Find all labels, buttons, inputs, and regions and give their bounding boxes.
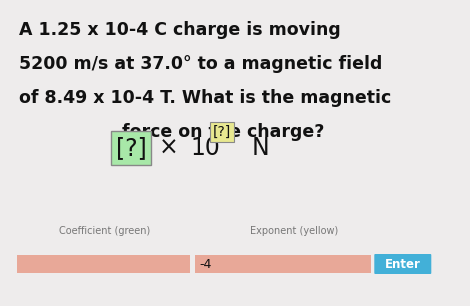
Text: Enter: Enter bbox=[385, 258, 421, 271]
FancyBboxPatch shape bbox=[17, 255, 190, 273]
Text: Coefficient (green): Coefficient (green) bbox=[59, 226, 150, 236]
Text: force on the charge?: force on the charge? bbox=[122, 123, 324, 141]
FancyBboxPatch shape bbox=[195, 255, 370, 273]
Text: 10: 10 bbox=[190, 136, 220, 160]
Text: of 8.49 x 10-4 T. What is the magnetic: of 8.49 x 10-4 T. What is the magnetic bbox=[19, 89, 391, 107]
Text: ×: × bbox=[159, 136, 179, 160]
Text: 5200 m/s at 37.0° to a magnetic field: 5200 m/s at 37.0° to a magnetic field bbox=[19, 55, 383, 73]
Text: N: N bbox=[252, 136, 269, 160]
Text: -4: -4 bbox=[199, 258, 212, 271]
Text: [?]: [?] bbox=[116, 136, 147, 160]
Text: [?]: [?] bbox=[213, 125, 231, 139]
FancyBboxPatch shape bbox=[374, 254, 431, 274]
Text: Exponent (yellow): Exponent (yellow) bbox=[251, 226, 338, 236]
Text: A 1.25 x 10-4 C charge is moving: A 1.25 x 10-4 C charge is moving bbox=[19, 21, 341, 39]
